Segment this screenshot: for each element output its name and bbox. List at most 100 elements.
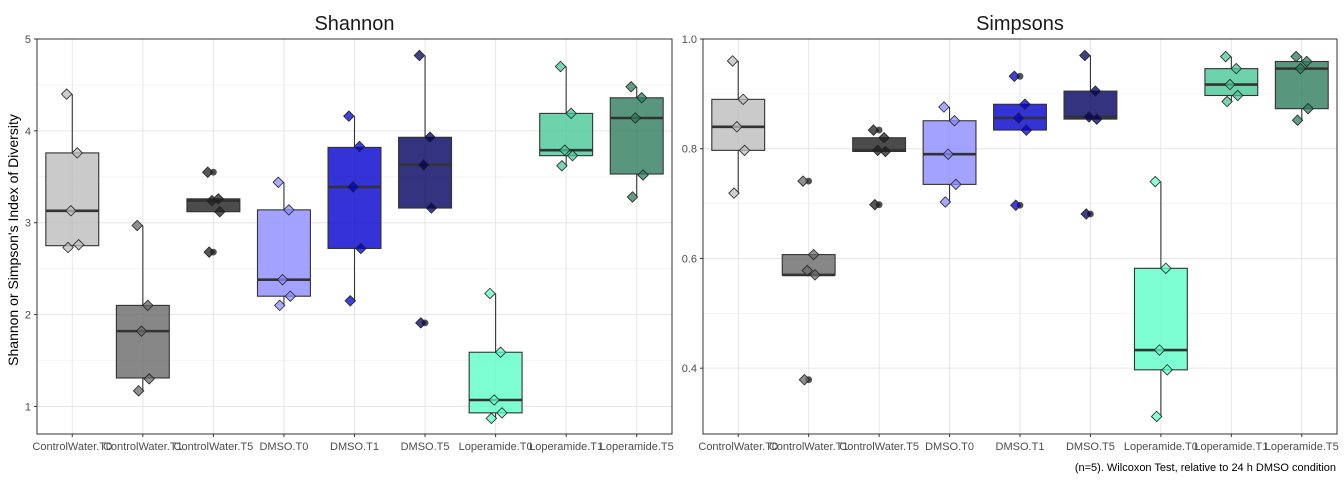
- data-point: [625, 81, 637, 93]
- y-tick-label: 3: [25, 218, 31, 230]
- y-tick-label: 5: [25, 34, 31, 46]
- x-tick-label: DMSO.T0: [259, 441, 308, 453]
- data-point: [807, 248, 820, 261]
- data-point: [1150, 410, 1163, 423]
- data-point: [276, 273, 289, 286]
- x-tick-label: ControlWater.T5: [174, 441, 254, 453]
- data-point: [797, 175, 809, 187]
- data-point: [938, 101, 950, 113]
- data-point: [355, 242, 367, 255]
- x-tick-label: Loperamide.T0: [459, 441, 533, 453]
- box-DMSO.T5: [398, 55, 453, 327]
- data-point: [1291, 114, 1304, 126]
- data-point: [556, 160, 568, 172]
- data-point: [62, 241, 74, 254]
- data-point: [728, 187, 740, 199]
- x-tick-label: DMSO.T0: [925, 441, 974, 453]
- box-body: [1133, 267, 1188, 371]
- data-point: [494, 346, 507, 359]
- data-point: [942, 148, 954, 160]
- data-point: [1224, 78, 1236, 91]
- box-ControlWater.T5: [186, 168, 241, 256]
- data-point: [566, 149, 579, 162]
- data-point: [1079, 49, 1091, 62]
- data-point: [1290, 50, 1302, 63]
- data-point: [554, 60, 567, 73]
- facet-title: Simpsons: [976, 13, 1064, 35]
- data-point: [948, 114, 961, 127]
- data-point: [417, 159, 430, 171]
- data-point: [488, 394, 500, 406]
- data-point: [203, 246, 215, 258]
- y-axis-title: Shannon or Simpson's Index of Diversity: [5, 114, 21, 366]
- data-point: [1083, 111, 1095, 123]
- data-point: [1153, 344, 1166, 356]
- data-point: [635, 92, 648, 104]
- data-point: [484, 287, 496, 300]
- data-point: [1008, 70, 1021, 83]
- panel-border: [36, 38, 673, 435]
- data-point: [626, 191, 639, 203]
- x-tick-label: ControlWater.T1: [103, 441, 183, 453]
- data-point: [72, 239, 85, 251]
- data-point: [1300, 55, 1313, 68]
- data-point: [1231, 89, 1244, 102]
- panel-1: Shannon12345ControlWater.T0ControlWater.…: [25, 13, 674, 453]
- x-tick-label: ControlWater.T5: [839, 441, 919, 453]
- data-point: [343, 110, 355, 122]
- box-body: [115, 304, 170, 379]
- data-point: [353, 140, 366, 153]
- panel-border: [702, 38, 1338, 435]
- facet-title: Shannon: [314, 13, 394, 35]
- data-point: [485, 412, 498, 425]
- x-tick-label: ControlWater.T0: [32, 441, 112, 453]
- y-tick-label: 0.6: [682, 253, 697, 265]
- x-tick-label: Loperamide.T1: [1194, 441, 1268, 453]
- box-body: [45, 152, 100, 247]
- data-point: [1294, 62, 1307, 75]
- data-point: [1219, 50, 1232, 63]
- data-point: [737, 93, 749, 106]
- x-tick-label: Loperamide.T5: [600, 441, 674, 453]
- data-point: [731, 121, 743, 133]
- data-point: [213, 205, 226, 218]
- data-point: [413, 49, 426, 62]
- box-DMSO.T1: [327, 116, 382, 301]
- data-point: [1149, 175, 1162, 188]
- data-point: [424, 131, 436, 144]
- data-point: [347, 181, 359, 193]
- x-tick-label: DMSO.T5: [401, 441, 450, 453]
- data-point: [1089, 85, 1102, 97]
- x-tick-label: DMSO.T1: [996, 441, 1045, 453]
- y-tick-label: 1.0: [682, 34, 697, 46]
- data-point: [950, 178, 962, 191]
- data-point: [1302, 102, 1314, 115]
- data-point: [132, 385, 145, 397]
- data-point: [1020, 124, 1033, 136]
- box-DMSO.T0: [256, 182, 311, 306]
- data-point: [425, 202, 438, 214]
- data-point: [1019, 98, 1031, 111]
- data-point: [1221, 95, 1233, 108]
- x-tick-label: Loperamide.T0: [1124, 441, 1198, 453]
- box-ControlWater.T1: [115, 225, 170, 391]
- box-Loperamide.T1: [1204, 56, 1259, 102]
- data-point: [1012, 112, 1025, 124]
- data-point: [131, 219, 143, 232]
- box-ControlWater.T0: [45, 94, 100, 247]
- y-tick-label: 4: [25, 126, 31, 138]
- y-tick-label: 0.8: [682, 144, 697, 156]
- data-point: [272, 176, 285, 189]
- y-tick-label: 0.4: [682, 363, 697, 375]
- data-point: [71, 147, 83, 159]
- data-point: [558, 144, 571, 156]
- y-tick-label: 1: [25, 401, 31, 413]
- y-tick-label: 2: [25, 310, 31, 322]
- data-point: [201, 166, 214, 178]
- data-point: [809, 269, 821, 281]
- data-point: [878, 131, 890, 144]
- data-point: [65, 205, 77, 217]
- data-point: [565, 107, 577, 120]
- data-point: [871, 144, 884, 157]
